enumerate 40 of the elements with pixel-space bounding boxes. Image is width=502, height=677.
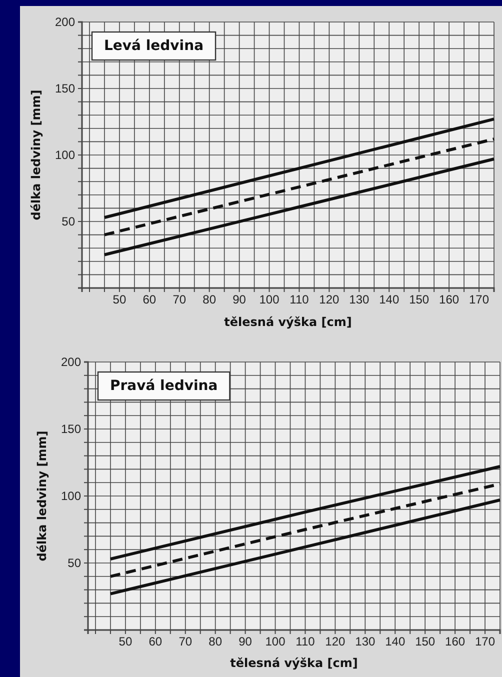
x-tick-label: 50 <box>112 292 126 307</box>
x-tick-label: 120 <box>325 634 346 649</box>
x-tick-label: 130 <box>349 292 370 307</box>
y-tick-label: 150 <box>54 81 76 96</box>
x-tick-label: 140 <box>385 634 406 649</box>
x-tick-label: 110 <box>296 634 316 649</box>
y-tick-label: 100 <box>54 148 76 162</box>
x-tick-label: 90 <box>232 292 246 307</box>
x-tick-label: 50 <box>118 634 132 649</box>
y-tick-label: 150 <box>60 422 82 436</box>
x-tick-label: 110 <box>290 292 310 307</box>
x-tick-label: 170 <box>469 292 490 307</box>
y-axis-title: délka ledviny [mm] <box>29 90 43 220</box>
x-tick-label: 80 <box>202 292 216 307</box>
x-tick-label: 160 <box>445 634 466 649</box>
y-axis-title: délka ledviny [mm] <box>35 430 49 562</box>
x-tick-label: 130 <box>355 634 376 649</box>
text: Levá ledvina <box>104 38 204 54</box>
x-tick-label: 150 <box>409 292 430 307</box>
x-tick-label: 100 <box>265 634 286 649</box>
y-tick-label: 100 <box>60 488 82 503</box>
x-tick-label: 140 <box>379 292 400 307</box>
x-axis-title: tělesná výška [cm] <box>224 315 352 329</box>
text: Pravá ledvina <box>110 378 218 394</box>
x-tick-label: 120 <box>319 292 340 307</box>
x-tick-label: 170 <box>475 634 496 649</box>
y-tick-label: 50 <box>68 556 82 570</box>
y-tick-label: 50 <box>62 214 76 228</box>
x-tick-label: 80 <box>208 634 222 649</box>
x-axis-title: tělesná výška [cm] <box>230 656 358 670</box>
x-tick-label: 150 <box>415 634 436 649</box>
x-tick-label: 60 <box>148 634 162 649</box>
y-tick-label: 200 <box>54 14 76 29</box>
x-tick-label: 70 <box>178 634 192 649</box>
x-tick-label: 100 <box>259 292 280 307</box>
x-tick-label: 70 <box>172 292 186 307</box>
x-tick-label: 60 <box>142 292 156 307</box>
x-tick-label: 160 <box>439 292 460 307</box>
x-tick-label: 90 <box>238 634 252 649</box>
y-tick-label: 200 <box>60 354 82 369</box>
